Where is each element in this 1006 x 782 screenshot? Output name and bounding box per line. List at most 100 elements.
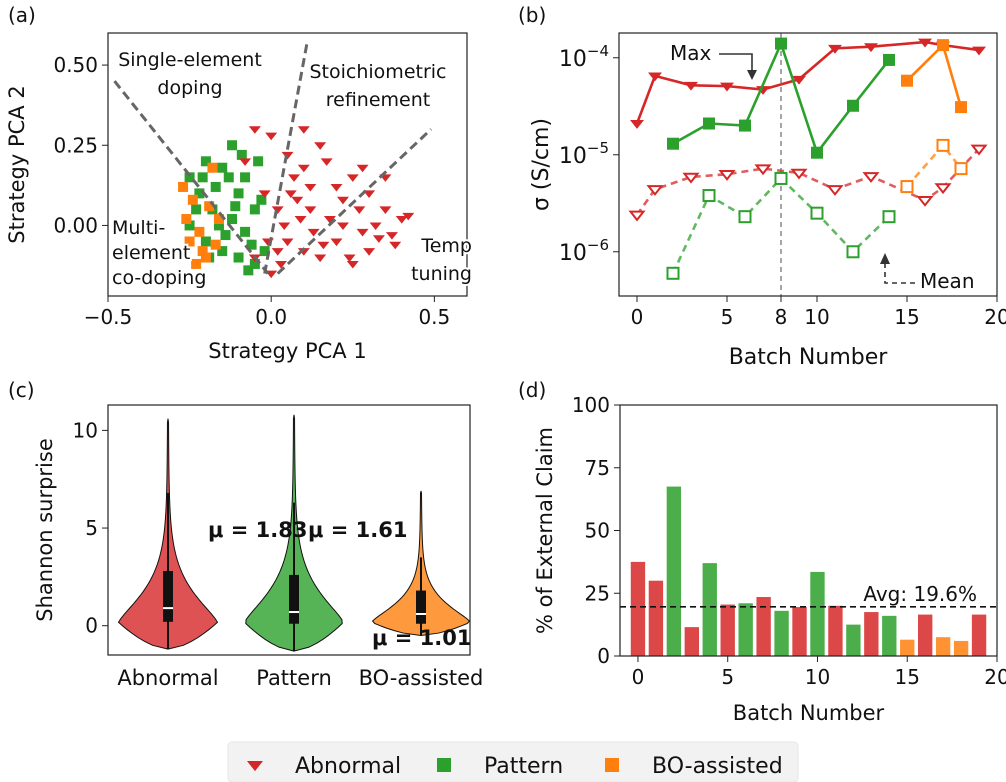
series-point: [720, 82, 734, 92]
strategy-boundary-line: [276, 128, 433, 275]
y-tick-label: 0.50: [53, 53, 98, 77]
mean-label: μ = 1.61: [308, 518, 407, 542]
series-point: [703, 117, 715, 130]
scatter-point-pattern: [197, 172, 208, 183]
scatter-point-abnormal: [372, 235, 385, 243]
bar: [738, 603, 753, 656]
violin-iqr-box: [163, 571, 173, 622]
series-point: [864, 43, 878, 53]
y-tick-label: 10−5: [559, 139, 609, 169]
series-point: [666, 266, 680, 280]
bar: [971, 614, 987, 656]
scatter-point-bo: [187, 194, 198, 205]
series-point: [901, 74, 913, 87]
scatter-point-abnormal: [320, 158, 333, 166]
series-point: [684, 81, 698, 91]
scatter-point-abnormal: [395, 216, 408, 224]
scatter-point-pattern: [213, 220, 224, 231]
y-tick-label: 10−4: [559, 42, 609, 72]
scatter-point-pattern: [217, 246, 228, 257]
region-label: co-doping: [112, 267, 206, 289]
series-point: [790, 168, 808, 180]
scatter-point-pattern: [184, 220, 195, 231]
bar: [792, 607, 807, 656]
x-category-label: Pattern: [256, 666, 332, 690]
violin-iqr-box: [289, 574, 299, 624]
bar: [648, 580, 664, 656]
scatter-point-pattern: [259, 246, 270, 257]
scatter-point-abnormal: [346, 174, 359, 182]
series-point: [792, 75, 806, 85]
legend-label: BO-assisted: [652, 754, 783, 779]
bar: [810, 571, 825, 656]
scatter-point-abnormal: [323, 216, 336, 224]
scatter-point-abnormal: [379, 206, 392, 214]
annotation-mean: Mean: [920, 269, 975, 293]
legend-marker-bo: [605, 758, 619, 772]
scatter-point-pattern: [210, 181, 221, 192]
scatter-point-abnormal: [304, 183, 317, 192]
series-point: [667, 137, 679, 150]
x-axis-label: Batch Number: [733, 701, 885, 725]
scatter-point-abnormal: [304, 206, 317, 214]
axes-frame: [618, 32, 998, 297]
axes-frame: [107, 404, 471, 656]
scatter-point-pattern: [220, 230, 231, 241]
scatter-point-bo: [200, 252, 211, 263]
scatter-point-pattern: [200, 156, 211, 167]
series-point: [882, 210, 896, 224]
scatter-point-pattern: [217, 162, 228, 173]
x-tick-label: −0.5: [84, 305, 133, 329]
scatter-point-abnormal: [294, 216, 307, 224]
legend-box: [227, 741, 799, 782]
series-point: [754, 164, 772, 176]
y-tick-label: 10: [73, 418, 98, 442]
annotation-max-arrow: [719, 53, 753, 74]
scatter-point-abnormal: [307, 228, 320, 237]
scatter-point-abnormal: [248, 126, 261, 134]
scatter-point-pattern: [227, 140, 238, 151]
scatter-point-pattern: [233, 188, 244, 199]
series-point: [630, 120, 644, 129]
scatter-point-pattern: [256, 194, 267, 205]
series-point: [972, 46, 986, 56]
axes-frame: [107, 32, 468, 297]
y-tick-label: 50: [585, 519, 610, 543]
region-label: Temp: [420, 235, 472, 257]
x-category-label: BO-assisted: [359, 666, 484, 690]
mean-label: μ = 1.01: [372, 626, 471, 650]
series-point: [646, 185, 664, 196]
legend: Abnormal Pattern BO-assisted: [227, 741, 799, 782]
bar: [918, 614, 933, 656]
x-axis-label: Strategy PCA 1: [208, 339, 366, 363]
scatter-point-abnormal: [265, 132, 278, 141]
violin-iqr-box: [416, 590, 426, 624]
scatter-point-abnormal: [258, 190, 271, 198]
scatter-point-pattern: [191, 204, 202, 215]
scatter-point-pattern: [230, 201, 241, 212]
scatter-point-abnormal: [284, 190, 297, 198]
region-label: Multi-: [112, 217, 165, 239]
scatter-point-abnormal: [271, 248, 284, 256]
x-category-label: Abnormal: [117, 666, 218, 690]
series-point: [739, 119, 751, 132]
legend-label: Pattern: [484, 754, 563, 779]
series-point: [702, 189, 716, 203]
y-tick-label: 0: [85, 614, 98, 638]
scatter-point-bo: [207, 162, 218, 173]
scatter-point-pattern: [240, 172, 251, 183]
panel-b: (b) 0 5 8 10 15 20 10−6 10−5 10−4 Batch Number σ (S…: [518, 3, 1006, 370]
scatter-point-pattern: [243, 265, 254, 276]
scatter-point-pattern: [246, 239, 257, 250]
x-tick-label: 0.0: [255, 305, 287, 329]
scatter-point-abnormal: [330, 238, 343, 247]
scatter-point-pattern: [249, 258, 260, 269]
strategy-boundary-line: [263, 42, 309, 274]
scatter-point-pattern: [200, 236, 211, 247]
scatter-point-abnormal: [363, 248, 376, 256]
y-tick-label: 5: [85, 516, 98, 540]
scatter-point-abnormal: [356, 164, 369, 173]
scatter-point-bo: [191, 258, 202, 269]
bar: [684, 627, 699, 656]
